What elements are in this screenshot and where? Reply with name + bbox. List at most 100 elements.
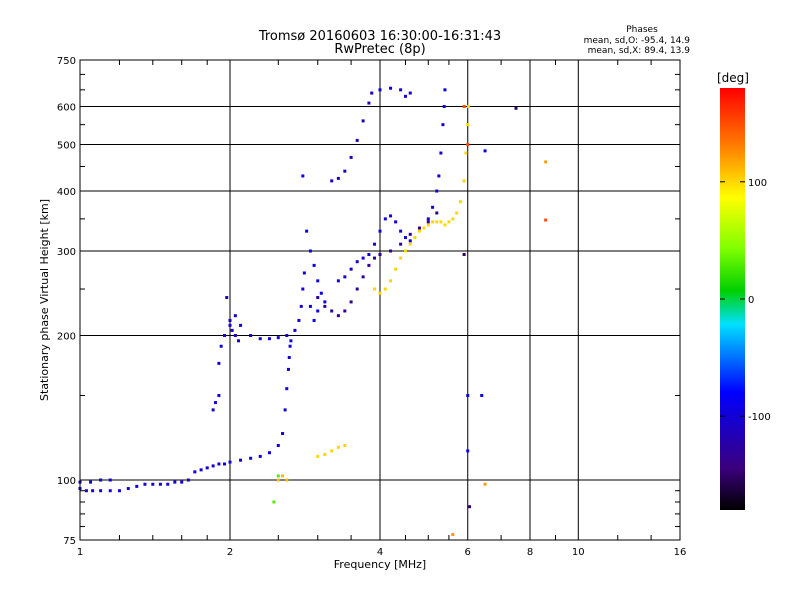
- data-point: [217, 394, 221, 398]
- data-point: [89, 480, 93, 484]
- data-point: [239, 323, 243, 327]
- data-point: [378, 229, 382, 233]
- data-point: [373, 242, 377, 246]
- data-point: [361, 119, 365, 123]
- data-point: [199, 468, 203, 472]
- phases-x-line: mean, sd,X: 89.4, 13.9: [588, 46, 691, 56]
- data-point: [143, 482, 147, 486]
- data-point: [312, 263, 316, 267]
- data-point: [480, 394, 484, 398]
- data-point: [316, 309, 320, 313]
- data-point: [336, 176, 340, 180]
- data-point: [462, 253, 466, 257]
- y-tick-label: 400: [57, 187, 76, 198]
- data-point: [205, 466, 209, 470]
- data-point: [302, 271, 306, 275]
- data-point: [417, 229, 421, 233]
- data-point: [439, 151, 443, 155]
- data-point: [361, 275, 365, 279]
- colorbar-label: [deg]: [717, 71, 749, 85]
- data-point: [173, 480, 177, 484]
- data-point: [126, 487, 130, 491]
- data-point: [447, 220, 451, 224]
- data-point: [383, 287, 387, 291]
- data-point: [193, 470, 197, 474]
- x-tick-label: 8: [527, 547, 533, 558]
- x-axis-label: Frequency [MHz]: [334, 558, 426, 571]
- data-point: [403, 94, 407, 98]
- data-point: [258, 337, 262, 341]
- data-point: [108, 478, 112, 482]
- data-point: [289, 339, 293, 343]
- data-point: [225, 296, 229, 300]
- data-point: [293, 328, 297, 332]
- colorbar-tick-label: 0: [748, 295, 754, 306]
- data-point: [186, 478, 190, 482]
- data-point: [373, 256, 377, 260]
- data-point: [458, 200, 462, 204]
- data-point: [431, 205, 435, 209]
- data-point: [403, 236, 407, 240]
- data-point: [399, 88, 403, 92]
- data-point: [343, 275, 347, 279]
- data-point: [211, 464, 215, 468]
- data-point: [297, 318, 301, 322]
- data-point: [228, 318, 232, 322]
- data-point: [117, 489, 121, 493]
- data-point: [336, 314, 340, 318]
- data-point: [373, 287, 377, 291]
- data-point: [355, 260, 359, 264]
- data-point: [336, 279, 340, 283]
- data-point: [435, 220, 439, 224]
- data-point: [437, 174, 441, 178]
- data-point: [99, 478, 103, 482]
- colorbar-tick-label: -100: [748, 412, 771, 423]
- axes: 1 2 4 6 8 10 16 75 100 200 300 400 500 600 750: [57, 56, 686, 558]
- data-point: [483, 149, 487, 153]
- grid-lines: [80, 60, 680, 540]
- data-point: [316, 454, 320, 458]
- data-point: [281, 432, 285, 436]
- data-point: [330, 179, 334, 183]
- data-point: [439, 220, 443, 224]
- data-point: [301, 287, 305, 291]
- data-point: [455, 211, 459, 215]
- data-point: [316, 296, 320, 300]
- data-point: [323, 453, 327, 457]
- data-point: [343, 309, 347, 313]
- y-tick-label: 600: [57, 103, 76, 114]
- data-point: [408, 242, 412, 246]
- data-point: [330, 309, 334, 313]
- data-point: [468, 505, 472, 509]
- data-point: [319, 291, 323, 295]
- chart-title: Tromsø 20160603 16:30:00-16:31:43: [258, 29, 501, 44]
- data-point: [228, 460, 232, 464]
- x-tick-label: 2: [227, 547, 233, 558]
- data-point: [135, 484, 139, 488]
- data-point: [413, 236, 417, 240]
- data-point: [267, 451, 271, 455]
- data-point: [219, 344, 223, 348]
- y-tick-label: 75: [63, 536, 76, 547]
- data-point: [285, 387, 289, 391]
- data-point: [285, 334, 289, 338]
- data-point: [394, 267, 398, 271]
- colorbar-tick-label: 100: [748, 178, 767, 189]
- data-point: [91, 489, 95, 493]
- data-point: [288, 344, 292, 348]
- data-point: [276, 474, 280, 478]
- data-point: [426, 220, 430, 224]
- data-point: [308, 304, 312, 308]
- data-point: [305, 229, 309, 233]
- data-point: [435, 211, 439, 215]
- data-point: [442, 105, 446, 109]
- data-point: [312, 318, 316, 322]
- data-point: [323, 300, 327, 304]
- data-point: [466, 143, 470, 147]
- data-point: [389, 249, 393, 253]
- data-point: [84, 489, 88, 493]
- data-point: [343, 444, 347, 448]
- data-point: [272, 500, 276, 504]
- y-tick-label: 500: [57, 141, 76, 152]
- data-point: [466, 105, 470, 109]
